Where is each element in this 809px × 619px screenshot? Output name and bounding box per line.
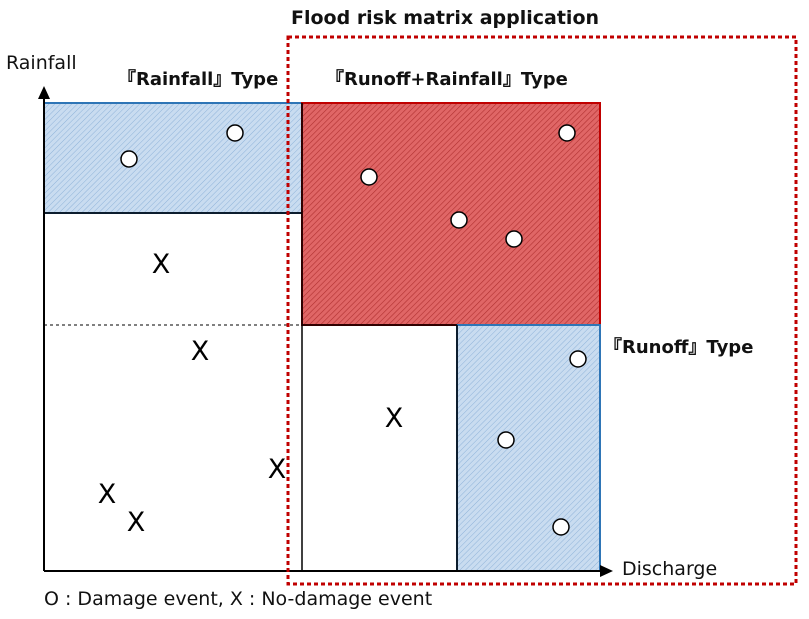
y-axis-label: Rainfall — [6, 52, 77, 74]
runoff-rainfall-type-label: 『Runoff+Rainfall』Type — [326, 69, 568, 90]
x-axis-arrowhead — [600, 565, 613, 577]
damage-event-marker — [505, 230, 523, 248]
damage-event-marker — [120, 150, 138, 168]
x-axis-label: Discharge — [622, 558, 718, 580]
rainfall-type-label: 『Rainfall』Type — [118, 69, 279, 90]
runoff-rainfall-type-region — [301, 102, 601, 326]
rainfall-type-region — [43, 102, 303, 214]
no-damage-event-marker: X — [127, 507, 146, 538]
damage-event-marker — [497, 431, 515, 449]
diagram-title: Flood risk matrix application — [291, 7, 600, 29]
damage-event-marker — [226, 124, 244, 142]
no-damage-event-marker: X — [268, 454, 287, 485]
no-damage-event-marker: X — [152, 249, 171, 280]
damage-event-marker — [360, 168, 378, 186]
damage-event-marker — [552, 518, 570, 536]
no-damage-event-marker: X — [98, 479, 117, 510]
damage-event-marker — [569, 350, 587, 368]
flood-risk-matrix-boundary — [286, 35, 798, 586]
runoff-type-label: 『Runoff』Type — [604, 337, 754, 358]
no-damage-event-marker: X — [385, 403, 404, 434]
damage-event-marker — [558, 124, 576, 142]
damage-event-marker — [450, 211, 468, 229]
no-damage-event-marker: X — [191, 336, 210, 367]
legend-text: O : Damage event, X : No-damage event — [44, 588, 433, 610]
y-axis-arrowhead — [38, 86, 50, 99]
